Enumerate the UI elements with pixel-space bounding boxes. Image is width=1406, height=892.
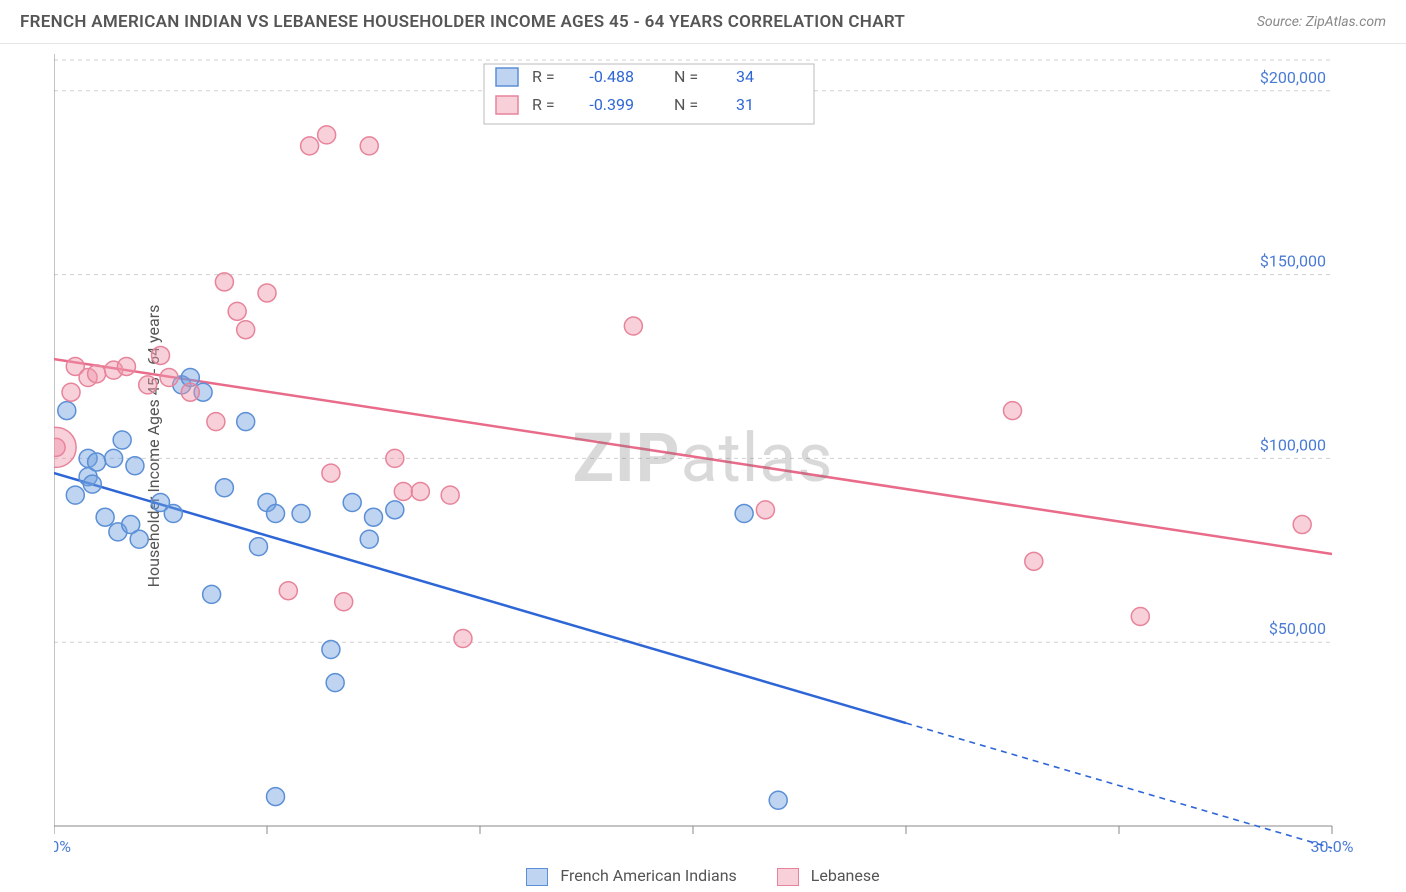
svg-text:R =: R =	[532, 95, 555, 114]
legend-item-french: French American Indians	[526, 866, 736, 886]
svg-text:R =: R =	[532, 67, 555, 86]
svg-text:-0.488: -0.488	[589, 67, 634, 86]
header: FRENCH AMERICAN INDIAN VS LEBANESE HOUSE…	[0, 0, 1406, 44]
svg-text:30.0%: 30.0%	[1311, 837, 1354, 852]
bottom-legend: French American Indians Lebanese	[0, 866, 1406, 886]
svg-text:$150,000: $150,000	[1260, 252, 1326, 271]
chart-area: $50,000 $100,000 $150,000 $200,000 0.0% 30.0%…	[54, 44, 1392, 852]
svg-text:34: 34	[736, 67, 754, 86]
svg-text:$200,000: $200,000	[1260, 68, 1326, 87]
svg-text:N =: N =	[674, 67, 698, 86]
scatter-chart: $50,000 $100,000 $150,000 $200,000 0.0% 30.0%…	[54, 44, 1392, 852]
legend-label: French American Indians	[560, 866, 736, 885]
source-attribution: Source: ZipAtlas.com	[1257, 14, 1386, 30]
svg-text:N =: N =	[674, 95, 698, 114]
legend-label: Lebanese	[811, 866, 880, 885]
legend-item-lebanese: Lebanese	[777, 866, 880, 886]
svg-text:$100,000: $100,000	[1260, 435, 1326, 454]
chart-title: FRENCH AMERICAN INDIAN VS LEBANESE HOUSE…	[20, 12, 905, 32]
swatch-icon	[526, 868, 548, 886]
svg-text:-0.399: -0.399	[589, 95, 634, 114]
svg-text:0.0%: 0.0%	[54, 837, 71, 852]
swatch-icon	[777, 868, 799, 886]
svg-text:31: 31	[736, 95, 754, 114]
svg-text:$50,000: $50,000	[1269, 619, 1326, 638]
